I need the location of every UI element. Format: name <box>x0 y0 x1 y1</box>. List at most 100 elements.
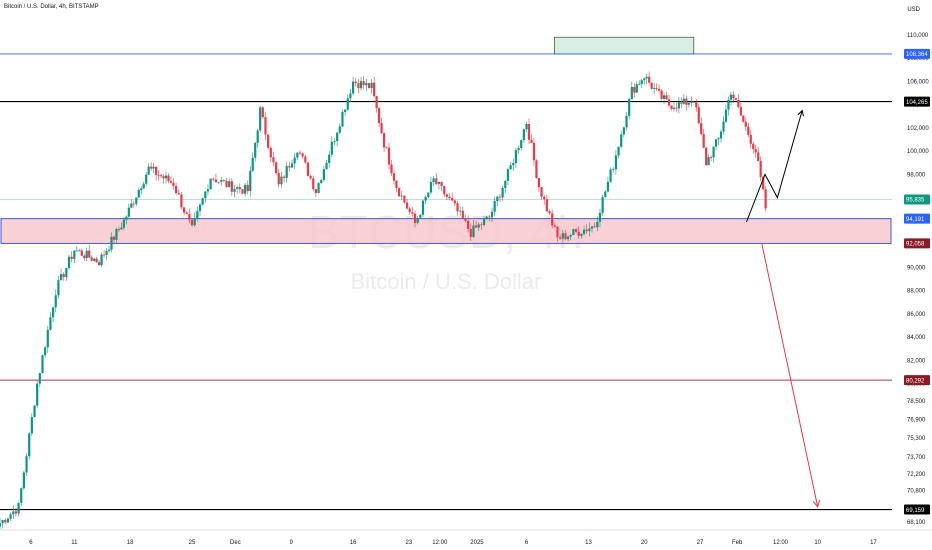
projection-up-path[interactable] <box>745 110 803 223</box>
candle-body <box>695 102 698 108</box>
candle-body <box>44 347 47 356</box>
candle-body <box>317 183 320 193</box>
projection-down-path[interactable] <box>761 244 819 507</box>
candle-body <box>625 115 628 128</box>
x-tick-label: 20 <box>641 540 648 546</box>
candle-body <box>338 126 341 133</box>
candle-body <box>288 166 291 168</box>
candle-body <box>732 94 735 99</box>
candle-body <box>95 258 98 263</box>
candle-body <box>282 176 286 178</box>
candle-body <box>298 152 302 154</box>
candle-body <box>722 121 725 132</box>
candle-body <box>622 127 625 135</box>
price-label-box <box>904 375 930 386</box>
candle-body <box>249 170 252 192</box>
candle-body <box>256 130 259 143</box>
candle-body <box>440 181 443 187</box>
candle-body <box>261 107 264 118</box>
candle-body <box>378 108 381 124</box>
x-tick-label: 2025 <box>470 540 484 546</box>
candle-body <box>135 197 138 204</box>
x-tick-label: 23 <box>405 540 412 546</box>
candle-body <box>512 163 515 166</box>
candle-body <box>206 189 210 192</box>
candle-body <box>514 150 518 164</box>
candle-body <box>57 280 60 296</box>
candle-body <box>459 210 462 212</box>
candle-body <box>650 82 653 89</box>
candle-body <box>230 181 233 192</box>
candle-body <box>617 146 620 156</box>
candle-body <box>747 126 750 135</box>
candle-body <box>697 107 700 124</box>
candle-body <box>312 178 315 190</box>
candle-body <box>445 194 448 197</box>
y-tick-label: 72,200 <box>907 472 926 478</box>
candle-body <box>145 174 148 184</box>
candle-body <box>1 520 4 524</box>
candle-body <box>535 160 538 179</box>
candle-body <box>220 180 223 182</box>
price-label-box <box>904 504 930 515</box>
candle-body <box>517 147 520 151</box>
candle-body <box>375 96 378 109</box>
candle-body <box>277 173 280 185</box>
x-tick-label: 18 <box>127 540 134 546</box>
candle-body <box>359 81 363 89</box>
candle-body <box>564 233 567 240</box>
candle-body <box>424 196 427 201</box>
candle-body <box>504 180 507 189</box>
candle-body <box>633 87 636 93</box>
candle-body <box>373 82 376 97</box>
candle-body <box>325 162 328 170</box>
support-zone[interactable] <box>0 218 892 244</box>
candle-body <box>548 211 551 214</box>
candle-body <box>700 123 703 135</box>
candle-body <box>100 254 103 266</box>
candle-body <box>351 81 355 94</box>
candle-body <box>567 236 570 240</box>
candle-body <box>147 166 150 175</box>
candle-body <box>464 218 467 221</box>
candle-body <box>717 138 720 140</box>
x-tick-label: Feb <box>732 540 743 546</box>
candle-body <box>137 190 140 198</box>
candle-body <box>411 212 414 214</box>
candle-body <box>65 267 68 278</box>
candle-body <box>280 176 283 185</box>
candle-body <box>737 99 740 107</box>
candle-body <box>296 152 299 158</box>
candle-body <box>712 146 715 158</box>
x-tick-label: 12:00 <box>432 540 448 546</box>
candle-body <box>606 181 610 192</box>
x-tick-label: 16 <box>350 540 357 546</box>
candle-body <box>667 99 671 106</box>
candle-body <box>598 212 602 222</box>
candle-body <box>435 178 438 184</box>
candle-body <box>648 76 651 83</box>
candle-body <box>387 147 391 165</box>
candle-body <box>193 218 196 226</box>
candle-body <box>461 210 464 219</box>
candle-body <box>140 188 143 191</box>
candle-body <box>212 178 215 180</box>
candle-body <box>590 226 594 229</box>
candle-body <box>120 227 123 230</box>
resistance-box[interactable] <box>554 36 695 55</box>
candle-body <box>561 233 564 239</box>
currency-label[interactable]: USD <box>907 7 920 13</box>
candle-body <box>22 472 25 489</box>
candle-body <box>67 256 71 268</box>
candle-body <box>244 184 247 194</box>
projection-up-arrowhead <box>797 109 804 117</box>
candle-body <box>196 211 199 219</box>
candle-body <box>112 236 116 240</box>
candle-body <box>346 98 349 110</box>
candle-body <box>115 229 118 240</box>
price-label-box <box>904 238 930 249</box>
candle-body <box>532 142 536 161</box>
candle-body <box>448 196 451 198</box>
